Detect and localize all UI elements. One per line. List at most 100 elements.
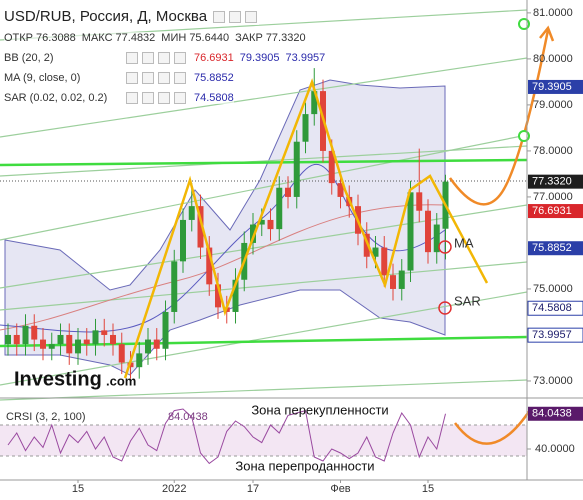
candle-body xyxy=(267,219,274,230)
candle-body xyxy=(162,311,169,349)
candle-body xyxy=(83,339,90,345)
icon[interactable] xyxy=(142,92,154,105)
candle-body xyxy=(372,247,379,257)
x-tick-label: 15 xyxy=(72,483,84,495)
ohlc-label: ОТКР xyxy=(4,32,34,44)
candle-body xyxy=(425,210,431,253)
icon[interactable] xyxy=(229,11,242,24)
icon[interactable] xyxy=(126,92,138,105)
price-badge xyxy=(528,406,583,421)
y-tick-label: 40.0000 xyxy=(535,443,575,455)
candle-body xyxy=(276,187,283,230)
support-line xyxy=(0,335,528,348)
candle-body xyxy=(13,334,20,345)
candle-body xyxy=(381,247,388,276)
crsi-panel xyxy=(7,408,446,465)
candle-body xyxy=(92,330,99,345)
icon[interactable] xyxy=(158,92,170,105)
price-badge-label: 79.3905 xyxy=(532,81,572,93)
candle-body xyxy=(75,339,81,354)
candle-body xyxy=(66,334,73,354)
candle-body xyxy=(250,224,256,243)
crsi-forecast xyxy=(453,409,532,445)
y-tick-label: 75.0000 xyxy=(533,283,573,295)
price-badge-label: 75.8852 xyxy=(532,242,572,254)
icon[interactable] xyxy=(213,11,226,24)
candle-body xyxy=(311,91,318,115)
indicator-name: MA (9, close, 0) xyxy=(4,72,81,84)
logo-suffix: .com xyxy=(106,373,136,388)
sar-marker xyxy=(438,301,452,315)
candle-body xyxy=(398,270,405,289)
indicator-value: 75.8852 xyxy=(194,72,234,84)
icon[interactable] xyxy=(174,52,186,65)
icon[interactable] xyxy=(174,92,186,105)
indicator-row: SAR (0.02, 0.02, 0.2) 74.5808 xyxy=(4,92,234,105)
candle-body xyxy=(40,339,46,349)
indicator-value: 74.5808 xyxy=(194,92,234,104)
y-tick-label: 73.0000 xyxy=(533,375,573,387)
indicator-row: MA (9, close, 0) 75.8852 xyxy=(4,72,234,85)
icon[interactable] xyxy=(174,72,186,85)
candle-body xyxy=(433,224,440,253)
ma-annotation: MA xyxy=(454,235,474,250)
icon[interactable] xyxy=(158,52,170,65)
candle-body xyxy=(180,219,186,262)
resistance-line xyxy=(0,158,528,167)
x-tick-label: 2022 xyxy=(162,483,186,495)
price-badge-label: 84.0438 xyxy=(532,408,572,420)
x-tick-label: 15 xyxy=(422,483,434,495)
candle-body xyxy=(22,325,29,345)
price-badge xyxy=(528,241,583,256)
candle-body xyxy=(215,284,221,308)
crsi-title-value: 84.0438 xyxy=(168,411,208,423)
candle-body xyxy=(31,325,38,340)
candle-body xyxy=(363,233,370,257)
ohlc-value: 77.4832 xyxy=(115,32,156,44)
crsi-line xyxy=(7,408,446,465)
icon[interactable] xyxy=(126,52,138,65)
ohlc-label: МИН xyxy=(161,32,187,44)
candle-body xyxy=(5,334,11,345)
icon[interactable] xyxy=(126,72,138,85)
icon[interactable] xyxy=(245,11,258,24)
header-title-row: USD/RUB, Россия, Д, Москва xyxy=(4,8,260,25)
ma-marker xyxy=(438,240,452,254)
candle-body xyxy=(258,219,265,225)
y-tick-label: 81.0000 xyxy=(533,7,573,19)
candle-body xyxy=(153,339,160,349)
candle-body xyxy=(48,344,55,349)
candle-body xyxy=(145,339,151,354)
x-tick-label: Фев xyxy=(330,483,350,495)
icon[interactable] xyxy=(142,72,154,85)
candle-body xyxy=(136,353,143,368)
icon[interactable] xyxy=(158,72,170,85)
ohlc-row: ОТКР 76.3088 МАКС 77.4832 МИН 75.6440 ЗАКР 77.3… xyxy=(4,32,312,44)
candle-body xyxy=(197,206,204,248)
icon[interactable] xyxy=(142,52,154,65)
candle-body xyxy=(390,275,396,289)
price-badge xyxy=(527,327,583,343)
candle-body xyxy=(337,183,344,197)
crsi-title: CRSI (3, 2, 100) xyxy=(6,411,85,423)
overbought-label: Зона перекупленности xyxy=(251,402,388,417)
ohlc-value: 77.3320 xyxy=(265,32,306,44)
candle-body xyxy=(328,150,335,184)
ohlc-value: 75.6440 xyxy=(189,32,230,44)
title: USD/RUB, Россия, Д, Москва xyxy=(4,8,208,25)
candle-body xyxy=(110,334,116,345)
logo: Investing xyxy=(14,368,102,390)
indicator-value: 79.3905 xyxy=(239,52,280,64)
ohlc-value: 76.3088 xyxy=(36,32,76,44)
price-badge-label: 76.6931 xyxy=(532,205,572,217)
candle-body xyxy=(285,187,291,197)
price-badge xyxy=(528,204,583,219)
candles xyxy=(5,68,449,379)
y-tick-label: 80.0000 xyxy=(533,53,573,65)
candle-body xyxy=(232,279,239,312)
price-badge xyxy=(528,79,583,94)
candle-body xyxy=(171,261,178,312)
price-badge-label: 77.3320 xyxy=(532,176,572,188)
x-tick-label: 17 xyxy=(247,483,259,495)
